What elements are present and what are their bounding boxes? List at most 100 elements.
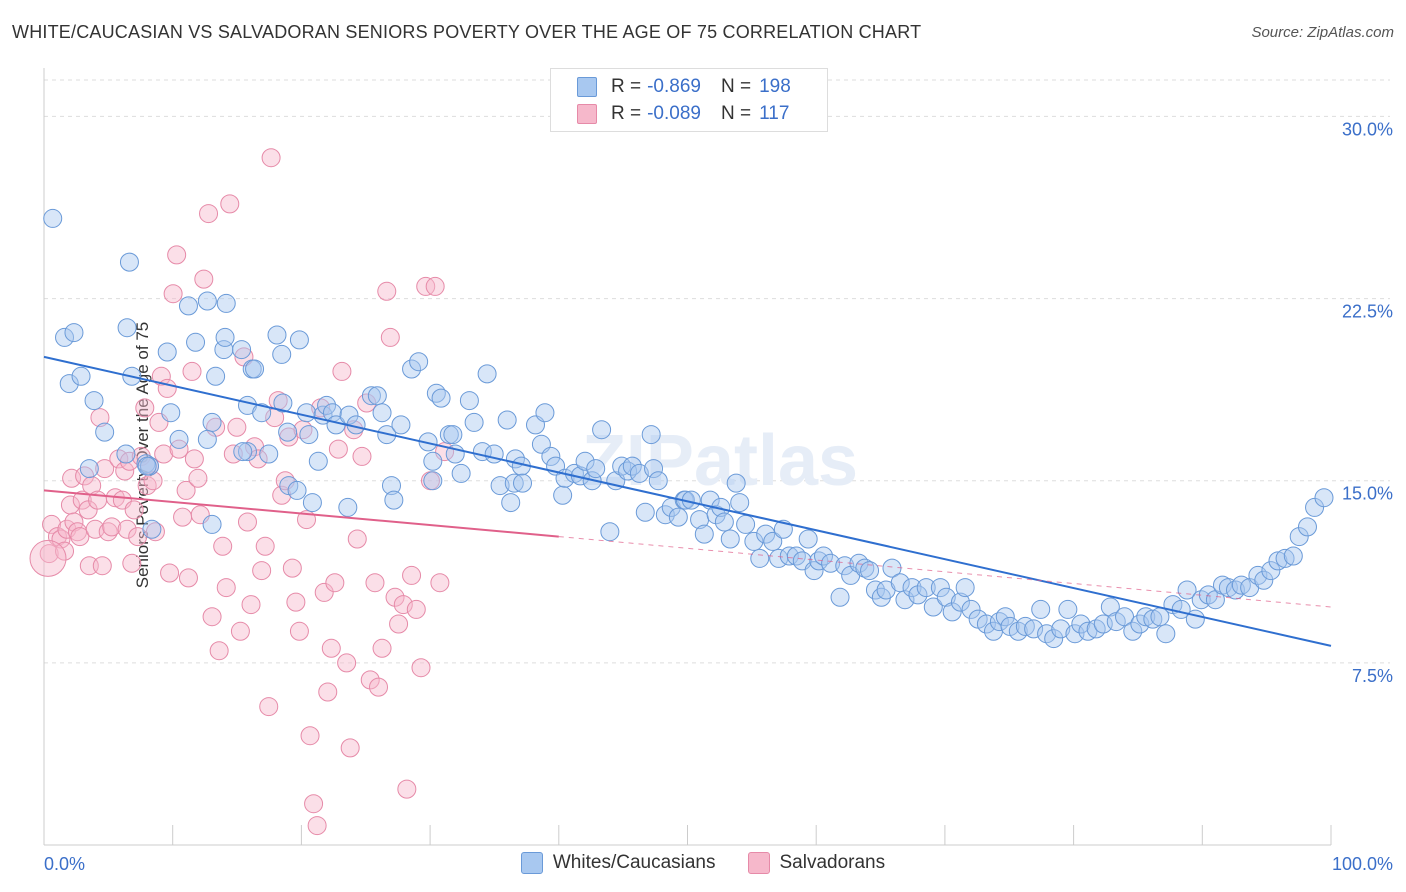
- salvadorans-point: [272, 485, 292, 505]
- salvadorans-point: [79, 556, 99, 576]
- whites-point: [252, 403, 272, 423]
- whites-point: [860, 561, 880, 581]
- whites-point: [1136, 607, 1156, 627]
- salvadorans-point: [72, 490, 92, 510]
- salvadorans-point: [337, 653, 357, 673]
- whites-point: [1143, 609, 1163, 629]
- salvadorans-point: [173, 507, 193, 527]
- legend-swatch-blue: [577, 77, 597, 97]
- whites-point: [206, 366, 226, 386]
- salvadorans-point: [430, 573, 450, 593]
- series-legend-salvadorans[interactable]: Salvadorans: [747, 852, 885, 874]
- whites-point: [443, 425, 463, 445]
- whites-point: [1024, 619, 1044, 639]
- salvadorans-point: [213, 536, 233, 556]
- salvadorans-point: [325, 573, 345, 593]
- salvadorans-point: [406, 599, 426, 619]
- whites-point: [1314, 488, 1334, 508]
- whites-point: [431, 388, 451, 408]
- whites-point: [575, 451, 595, 471]
- whites-point: [237, 442, 257, 462]
- salvadorans-point: [154, 444, 174, 464]
- whites-point: [232, 340, 252, 360]
- whites-point: [289, 330, 309, 350]
- salvadorans-point: [209, 641, 229, 661]
- salvadorans-point: [95, 459, 115, 479]
- whites-point: [635, 502, 655, 522]
- y-tick-label: 22.5%: [1342, 302, 1393, 322]
- salvadorans-point: [252, 561, 272, 581]
- whites-point: [756, 524, 776, 544]
- whites-point: [202, 412, 222, 432]
- salvadorans-point: [397, 779, 417, 799]
- salvadorans-point: [261, 148, 281, 168]
- salvadorans-point: [286, 592, 306, 612]
- whites-point: [744, 531, 764, 551]
- series-legend-whites[interactable]: Whites/Caucasians: [520, 852, 716, 874]
- whites-point: [84, 391, 104, 411]
- whites-point: [908, 585, 928, 605]
- whites-point: [245, 359, 265, 379]
- salvadorans-point: [347, 529, 367, 549]
- whites-point: [372, 403, 392, 423]
- whites-point: [535, 403, 555, 423]
- whites-point: [186, 332, 206, 352]
- salvadorans-point: [230, 621, 250, 641]
- whites-point: [504, 473, 524, 493]
- whites-point: [923, 597, 943, 617]
- whites-point: [423, 451, 443, 471]
- salvadorans-point: [102, 517, 122, 537]
- salvadorans-point: [223, 444, 243, 464]
- salvadorans-point: [178, 568, 198, 588]
- salvadorans-point: [115, 461, 135, 481]
- whites-point: [513, 473, 533, 493]
- whites-point: [409, 352, 429, 372]
- whites-point: [43, 208, 63, 228]
- series-swatch-blue: [520, 852, 543, 874]
- whites-point: [1254, 570, 1274, 590]
- whites-point: [202, 514, 222, 534]
- whites-point: [1177, 580, 1197, 600]
- whites-point: [763, 531, 783, 551]
- legend-r-value: -0.089: [647, 103, 701, 124]
- trend-lines: [43, 355, 1332, 647]
- whites-point: [730, 493, 750, 513]
- whites-point: [1044, 629, 1064, 649]
- legend-n-label: N =: [720, 76, 752, 97]
- salvadorans-point: [51, 529, 71, 549]
- salvadorans-point: [411, 658, 431, 678]
- salvadorans-point: [90, 408, 110, 428]
- whites-point: [95, 422, 115, 442]
- whites-point: [1156, 624, 1176, 644]
- salvadorans-point: [227, 417, 247, 437]
- whites-point: [961, 599, 981, 619]
- legend-n-value: 198: [759, 76, 791, 97]
- salvadorans-point: [352, 446, 372, 466]
- salvadorans-point: [389, 614, 409, 634]
- salvadorans-point: [372, 638, 392, 658]
- series-legend-label: Whites/Caucasians: [552, 852, 716, 873]
- whites-point: [895, 590, 915, 610]
- salvadorans-point: [184, 449, 204, 469]
- whites-point: [750, 548, 770, 568]
- x-tick-label-max: 100.0%: [1332, 854, 1393, 874]
- whites-point: [79, 459, 99, 479]
- whites-point: [694, 524, 714, 544]
- salvadorans-point: [402, 565, 422, 585]
- whites-point: [278, 422, 298, 442]
- whites-point: [381, 476, 401, 496]
- whites-point: [830, 587, 850, 607]
- salvadorans-point: [92, 556, 112, 576]
- salvadorans-point: [202, 607, 222, 627]
- whites-point: [1261, 561, 1281, 581]
- salvadorans-point: [289, 621, 309, 641]
- whites-point: [302, 493, 322, 513]
- whites-point: [541, 446, 561, 466]
- whites-point: [59, 374, 79, 394]
- whites-point: [197, 291, 217, 311]
- salvadorans-point: [124, 500, 144, 520]
- whites-point: [995, 607, 1015, 627]
- whites-point: [338, 497, 358, 517]
- whites-point: [501, 493, 521, 513]
